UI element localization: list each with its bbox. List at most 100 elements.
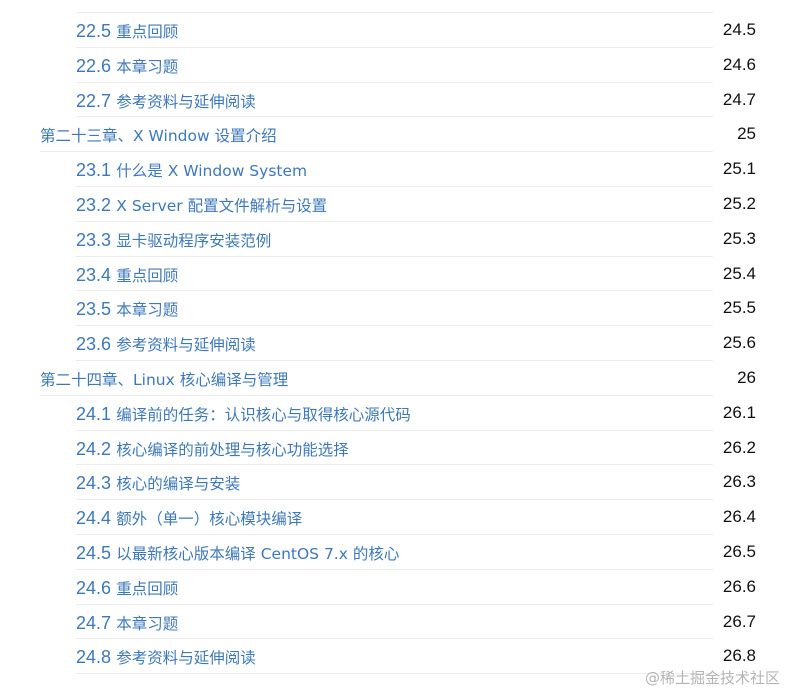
toc-link[interactable]: 23.3 显卡驱动程序安装范例 — [76, 229, 271, 251]
toc-link[interactable]: 23.6 参考资料与延伸阅读 — [76, 333, 256, 355]
section-title: 重点回顾 — [116, 579, 179, 598]
divider — [76, 638, 713, 640]
divider — [76, 429, 713, 431]
section-title: 参考资料与延伸阅读 — [116, 92, 256, 111]
section-title: 本章习题 — [116, 614, 179, 633]
toc-item[interactable]: 22.6 本章习题 24.6 — [0, 48, 788, 83]
section-title: 额外（单一）核心模块编译 — [116, 510, 303, 529]
toc-item[interactable]: 23.3 显卡驱动程序安装范例 25.3 — [0, 222, 788, 257]
page-number: 24.5 — [722, 20, 756, 39]
divider — [76, 499, 713, 501]
divider — [76, 116, 713, 118]
section-title: 参考资料与延伸阅读 — [116, 336, 256, 355]
toc-item[interactable]: 24.7 本章习题 26.7 — [0, 605, 788, 640]
toc-link[interactable]: 23.1 什么是 X Window System — [76, 159, 307, 181]
toc-link[interactable]: 24.3 核心的编译与安装 — [76, 472, 240, 494]
watermark: @稀土掘金技术社区 — [644, 669, 780, 687]
toc-item[interactable]: 24.8 参考资料与延伸阅读 26.8 — [0, 639, 788, 675]
toc-link[interactable]: 24.2 核心编译的前处理与核心功能选择 — [76, 438, 349, 460]
toc-item[interactable]: 24.3 核心的编译与安装 26.3 — [0, 465, 788, 501]
section-number: 22.6 — [76, 55, 112, 76]
section-number: 23.1 — [76, 160, 112, 181]
toc-link[interactable]: 24.7 本章习题 — [76, 612, 178, 634]
toc-link[interactable]: 22.6 本章习题 — [76, 55, 178, 77]
toc-link[interactable]: 23.5 本章习题 — [76, 298, 178, 320]
toc-link[interactable]: 第二十三章、X Window 设置介绍 — [40, 124, 277, 146]
page-number: 26.8 — [722, 646, 756, 666]
page-number: 26.7 — [722, 611, 756, 631]
page-number: 25.1 — [722, 159, 756, 179]
section-number: 24.4 — [76, 508, 112, 529]
divider — [76, 220, 713, 222]
toc-item[interactable]: 24.1 编译前的任务：认识核心与取得核心源代码 26.1 — [0, 396, 788, 431]
page-number: 26.6 — [722, 576, 756, 596]
section-number: 24.8 — [76, 647, 112, 668]
divider — [76, 185, 713, 187]
section-title: 参考资料与延伸阅读 — [116, 649, 256, 668]
page-number: 25.2 — [722, 193, 756, 213]
page-number: 26.2 — [722, 437, 756, 457]
divider — [76, 325, 713, 327]
section-title: 以最新核心版本编译 CentOS 7.x 的核心 — [116, 544, 400, 563]
section-number: 24.3 — [76, 473, 112, 494]
section-number: 23.4 — [76, 264, 112, 285]
toc-item[interactable]: 24.4 额外（单一）核心模块编译 26.4 — [0, 500, 788, 535]
toc-item[interactable]: 23.1 什么是 X Window System 25.1 — [0, 152, 788, 187]
section-number: 22.5 — [76, 21, 112, 41]
page-number: 25.4 — [722, 263, 756, 283]
section-number: 24.5 — [76, 542, 112, 563]
page-number: 25.5 — [722, 298, 756, 318]
divider — [76, 603, 713, 605]
toc-item[interactable]: 22.7 参考资料与延伸阅读 24.7 — [0, 83, 788, 118]
toc-item[interactable]: 24.2 核心编译的前处理与核心功能选择 26.2 — [0, 431, 788, 466]
divider — [76, 464, 713, 466]
page-number: 25 — [737, 124, 756, 144]
toc-item[interactable]: 23.5 本章习题 25.5 — [0, 291, 788, 327]
page-number: 25.3 — [722, 228, 756, 248]
page-number: 26.4 — [722, 507, 756, 527]
section-title: 重点回顾 — [116, 23, 179, 41]
toc-item[interactable]: 24.5 以最新核心版本编译 CentOS 7.x 的核心 26.5 — [0, 535, 788, 570]
section-number: 24.1 — [76, 403, 112, 424]
toc-chapter[interactable]: 第二十四章、Linux 核心编译与管理 26 — [0, 361, 788, 396]
divider — [76, 81, 713, 83]
divider — [76, 46, 713, 48]
divider — [76, 255, 713, 257]
toc-link[interactable]: 24.1 编译前的任务：认识核心与取得核心源代码 — [76, 403, 411, 425]
toc-chapter[interactable]: 第二十三章、X Window 设置介绍 25 — [0, 117, 788, 153]
section-title: 什么是 X Window System — [116, 162, 308, 181]
toc-link[interactable]: 24.6 重点回顾 — [76, 577, 178, 599]
divider — [76, 673, 713, 675]
section-title: 本章习题 — [116, 57, 179, 76]
toc-item[interactable]: 23.4 重点回顾 25.4 — [0, 257, 788, 292]
toc-link[interactable]: 23.4 重点回顾 — [76, 264, 178, 286]
divider — [76, 359, 713, 361]
section-number: 22.7 — [76, 90, 112, 111]
toc-link[interactable]: 23.2 X Server 配置文件解析与设置 — [76, 194, 327, 216]
section-title: 显卡驱动程序安装范例 — [116, 231, 272, 250]
page-number: 25.6 — [722, 333, 756, 353]
divider — [40, 151, 713, 153]
toc-item[interactable]: 24.6 重点回顾 26.6 — [0, 570, 788, 605]
section-number: 24.6 — [76, 577, 112, 598]
toc-item[interactable]: 23.2 X Server 配置文件解析与设置 25.2 — [0, 187, 788, 222]
toc-item[interactable]: 23.6 参考资料与延伸阅读 25.6 — [0, 326, 788, 361]
section-number: 24.2 — [76, 438, 112, 459]
page-number: 26.3 — [722, 472, 756, 492]
divider — [40, 394, 713, 396]
toc-link[interactable]: 22.5 重点回顾 — [76, 20, 178, 42]
divider — [76, 290, 713, 292]
toc-item[interactable]: 22.5 重点回顾 24.5 — [0, 13, 788, 48]
page-number: 24.6 — [722, 54, 756, 74]
toc-link[interactable]: 22.7 参考资料与延伸阅读 — [76, 90, 256, 112]
divider — [76, 568, 713, 570]
section-title: X Server 配置文件解析与设置 — [116, 196, 328, 215]
toc-link[interactable]: 24.4 额外（单一）核心模块编译 — [76, 507, 302, 529]
section-title: 核心的编译与安装 — [116, 475, 241, 494]
toc-link[interactable]: 第二十四章、Linux 核心编译与管理 — [40, 368, 288, 390]
toc-link[interactable]: 24.8 参考资料与延伸阅读 — [76, 646, 256, 668]
section-title: 第二十四章、Linux 核心编译与管理 — [40, 370, 289, 389]
section-title: 重点回顾 — [116, 266, 179, 285]
page-number: 26.1 — [722, 402, 756, 422]
toc-link[interactable]: 24.5 以最新核心版本编译 CentOS 7.x 的核心 — [76, 542, 399, 564]
